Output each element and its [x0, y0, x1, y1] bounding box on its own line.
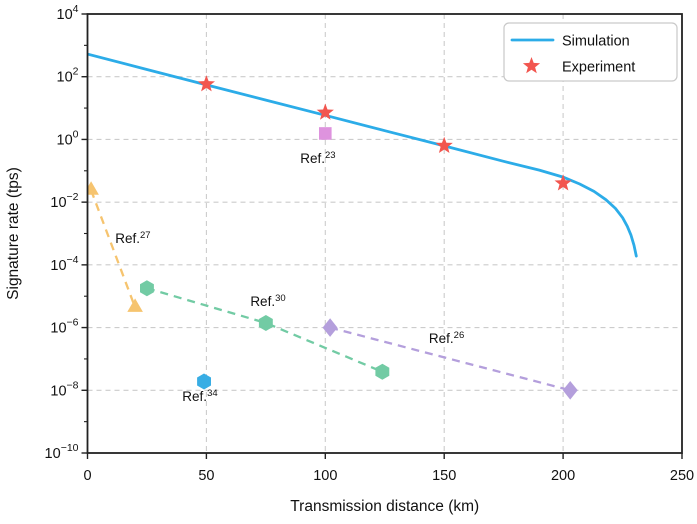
legend-item-experiment: Experiment: [562, 60, 635, 76]
ref-30-series: [140, 280, 390, 380]
ref-27-line: [90, 189, 137, 308]
legend-item-simulation: Simulation: [562, 34, 630, 50]
legend-box: [503, 22, 678, 82]
ref-26-marker: [562, 381, 578, 400]
ref-30-marker: [258, 315, 273, 331]
ref-23-series: [319, 127, 332, 140]
x-tick-label: 50: [198, 468, 214, 484]
x-tick-label: 250: [670, 468, 694, 484]
ref-30-marker: [375, 363, 390, 380]
x-tick-label: 0: [83, 468, 91, 484]
ref-27-marker: [127, 298, 143, 312]
experiment-star-marker: [554, 174, 572, 191]
x-tick-label: 100: [313, 468, 337, 484]
x-axis-label: Transmission distance (km): [290, 498, 479, 515]
ref-30-marker: [140, 280, 154, 297]
ref-26-marker: [322, 318, 338, 337]
plot-area: [87, 52, 638, 400]
legend: Simulation Experiment: [503, 22, 678, 82]
ref-27-series: [87, 181, 143, 312]
legend-experiment-star-icon: [522, 57, 541, 74]
y-axis-label: Signature rate (tps): [5, 167, 22, 300]
experiment-star-marker: [435, 136, 453, 153]
ref-27-marker: [87, 181, 99, 195]
ref-34-series: [197, 373, 211, 390]
experiment-star-marker: [316, 103, 334, 120]
x-tick-label: 150: [432, 468, 456, 484]
ref-26-series: [322, 318, 578, 400]
x-tick-label: 200: [551, 468, 575, 484]
ref-23-marker: [319, 127, 332, 140]
experiment-star-marker: [197, 75, 215, 92]
ref-34-marker: [197, 373, 211, 390]
experiment-points: [197, 75, 572, 191]
